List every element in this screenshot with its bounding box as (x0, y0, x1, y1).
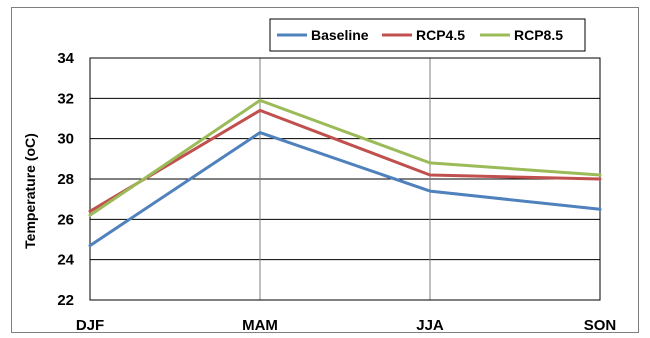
y-tick-label: 30 (57, 131, 74, 148)
x-tick-label: SON (584, 317, 617, 334)
x-tick-labels: DJF MAM JJA SON (76, 317, 616, 334)
series-line-baseline (88, 131, 602, 248)
gridlines (89, 57, 601, 301)
legend-box (269, 18, 586, 52)
y-tick-label: 28 (57, 171, 74, 188)
y-tick-label: 24 (57, 252, 74, 269)
x-tick-label: JJA (416, 317, 444, 334)
series-line-rcp8-5 (88, 98, 602, 217)
y-axis-title: Temperature (oC) (22, 133, 38, 249)
y-tick-label: 34 (57, 50, 74, 67)
x-tick-label: MAM (242, 317, 278, 334)
y-tick-label: 26 (57, 211, 74, 228)
y-tick-labels: 22 24 26 28 30 32 34 (57, 50, 74, 309)
legend: Baseline RCP4.5 RCP8.5 (269, 18, 586, 52)
y-tick-label: 22 (57, 292, 74, 309)
x-tick-label: DJF (76, 317, 104, 334)
y-tick-label: 32 (57, 90, 74, 107)
legend-label: RCP8.5 (514, 27, 563, 43)
series-lines (88, 98, 602, 248)
legend-label: Baseline (311, 27, 369, 43)
series-line-rcp4-5 (88, 108, 602, 213)
legend-label: RCP4.5 (416, 27, 465, 43)
